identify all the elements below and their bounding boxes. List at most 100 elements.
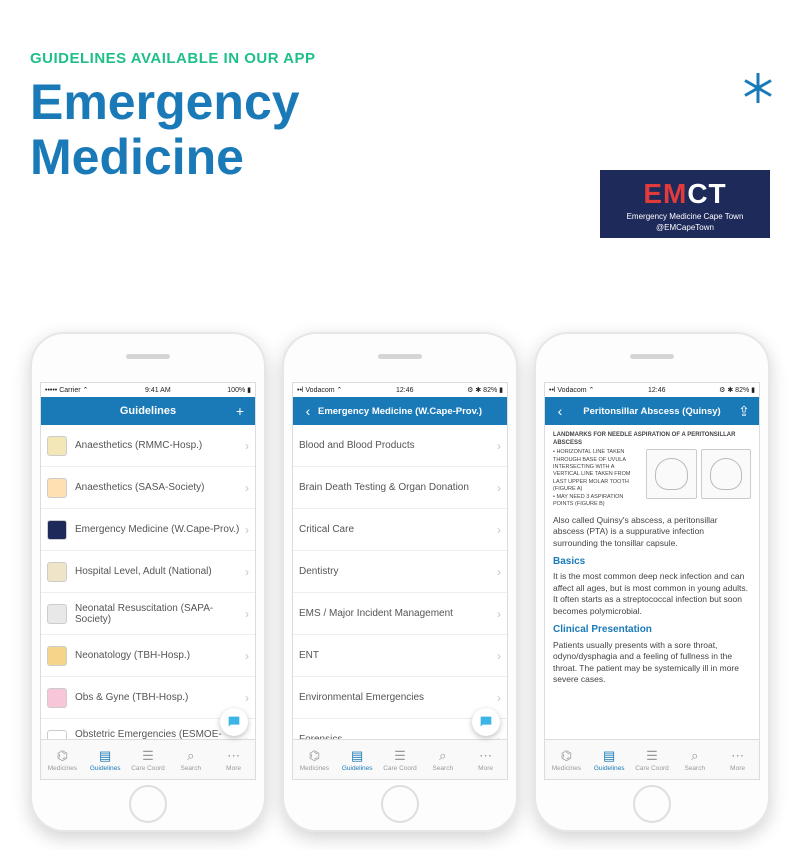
chevron-right-icon: ›	[245, 649, 249, 663]
tab[interactable]: ☰ Care Coord	[631, 748, 674, 772]
list-item-icon	[47, 730, 67, 740]
heading-basics: Basics	[553, 555, 751, 569]
navbar: ‹ Emergency Medicine (W.Cape-Prov.)	[293, 397, 507, 425]
nav-add-button[interactable]: +	[231, 403, 249, 419]
nav-title: Guidelines	[65, 405, 231, 417]
list-item[interactable]: Critical Care ›	[293, 509, 507, 551]
phone-3: ••l Vodacom ⌃ 12:46 ⚙ ✱ 82% ▮ ‹ Peritons…	[534, 332, 770, 832]
list-item-label: Obs & Gyne (TBH-Hosp.)	[75, 692, 245, 703]
tab-icon: ☰	[379, 748, 422, 764]
diagram-caption: LANDMARKS FOR NEEDLE ASPIRATION OF A PER…	[553, 431, 751, 447]
diagram-figures	[646, 449, 751, 504]
screen-3: ••l Vodacom ⌃ 12:46 ⚙ ✱ 82% ▮ ‹ Peritons…	[544, 382, 760, 780]
list-item[interactable]: Hospital Level, Adult (National) ›	[41, 551, 255, 593]
tab[interactable]: ⌬ Medicines	[293, 748, 336, 772]
list-item[interactable]: Dentistry ›	[293, 551, 507, 593]
tab[interactable]: ⌬ Medicines	[545, 748, 588, 772]
tab-label: Care Coord	[383, 765, 417, 772]
chevron-right-icon: ›	[245, 691, 249, 705]
tab[interactable]: ⋯ More	[212, 748, 255, 772]
page-title: Emergency Medicine	[30, 75, 800, 185]
list-item[interactable]: EMS / Major Incident Management ›	[293, 593, 507, 635]
list-item-icon	[47, 562, 67, 582]
tab-label: Search	[180, 765, 201, 772]
tab-icon: ☰	[631, 748, 674, 764]
list-item-label: ENT	[299, 650, 497, 661]
tab-icon: ▤	[588, 748, 631, 764]
tab[interactable]: ⌕ Search	[421, 748, 464, 772]
status-right: ⚙ ✱ 82% ▮	[719, 386, 755, 394]
category-list: Blood and Blood Products › Brain Death T…	[293, 425, 507, 739]
medical-star-icon	[740, 70, 776, 111]
tab[interactable]: ⌬ Medicines	[41, 748, 84, 772]
tab-label: Medicines	[48, 765, 77, 772]
list-item-label: Dentistry	[299, 566, 497, 577]
chat-bubble-button[interactable]	[220, 708, 248, 736]
phone-row: ••••• Carrier ⌃ 9:41 AM 100% ▮ Guideline…	[30, 332, 770, 832]
chevron-right-icon: ›	[497, 607, 501, 621]
tab-icon: ⌬	[41, 748, 84, 764]
badge-em: EM	[643, 178, 687, 209]
list-item-label: Obstetric Emergencies (ESMOE-Society)	[75, 729, 245, 740]
status-left: ••l Vodacom ⌃	[297, 386, 342, 394]
figure-b	[701, 449, 751, 499]
list-item[interactable]: Blood and Blood Products ›	[293, 425, 507, 467]
title-line-2: Medicine	[30, 129, 244, 185]
share-icon[interactable]: ⇪	[735, 403, 753, 420]
tab-label: Medicines	[552, 765, 581, 772]
tab-label: Care Coord	[635, 765, 669, 772]
tab[interactable]: ⌕ Search	[673, 748, 716, 772]
chat-bubble-button[interactable]	[472, 708, 500, 736]
tab-label: More	[478, 765, 493, 772]
tab-icon: ▤	[336, 748, 379, 764]
status-bar: ••l Vodacom ⌃ 12:46 ⚙ ✱ 82% ▮	[293, 383, 507, 397]
list-item-icon	[47, 688, 67, 708]
list-item-icon	[47, 436, 67, 456]
tab[interactable]: ☰ Care Coord	[379, 748, 422, 772]
tab-label: Guidelines	[90, 765, 121, 772]
tab[interactable]: ⌕ Search	[169, 748, 212, 772]
badge-line2: @EMCapeTown	[610, 223, 760, 232]
list-item[interactable]: ENT ›	[293, 635, 507, 677]
nav-title: Peritonsillar Abscess (Quinsy)	[569, 406, 735, 417]
para-basics: It is the most common deep neck infectio…	[553, 571, 751, 617]
tab-icon: ⌕	[169, 748, 212, 764]
chevron-right-icon: ›	[497, 523, 501, 537]
tab[interactable]: ⋯ More	[716, 748, 759, 772]
tab[interactable]: ▤ Guidelines	[336, 748, 379, 772]
status-bar: ••l Vodacom ⌃ 12:46 ⚙ ✱ 82% ▮	[545, 383, 759, 397]
heading-clinical: Clinical Presentation	[553, 623, 751, 637]
tab-icon: ▤	[84, 748, 127, 764]
list-item[interactable]: Neonatal Resuscitation (SAPA-Society) ›	[41, 593, 255, 635]
tab[interactable]: ▤ Guidelines	[588, 748, 631, 772]
tab[interactable]: ☰ Care Coord	[127, 748, 170, 772]
list-item[interactable]: Brain Death Testing & Organ Donation ›	[293, 467, 507, 509]
list-item-label: Blood and Blood Products	[299, 440, 497, 451]
tab-icon: ⌬	[293, 748, 336, 764]
status-time: 12:46	[396, 387, 414, 394]
list-item-label: Hospital Level, Adult (National)	[75, 566, 245, 577]
tab[interactable]: ▤ Guidelines	[84, 748, 127, 772]
tab-label: More	[226, 765, 241, 772]
tab[interactable]: ⋯ More	[464, 748, 507, 772]
article-intro: Also called Quinsy's abscess, a peritons…	[553, 515, 751, 549]
tabbar: ⌬ Medicines ▤ Guidelines ☰ Care Coord ⌕ …	[545, 739, 759, 779]
list-item[interactable]: Anaesthetics (SASA-Society) ›	[41, 467, 255, 509]
navbar: ‹ Peritonsillar Abscess (Quinsy) ⇪	[545, 397, 759, 425]
phone-1: ••••• Carrier ⌃ 9:41 AM 100% ▮ Guideline…	[30, 332, 266, 832]
list-item-label: Environmental Emergencies	[299, 692, 497, 703]
nav-back[interactable]: ‹	[551, 403, 569, 419]
list-item[interactable]: Anaesthetics (RMMC-Hosp.) ›	[41, 425, 255, 467]
list-item-label: Anaesthetics (RMMC-Hosp.)	[75, 440, 245, 451]
list-item-icon	[47, 478, 67, 498]
tab-icon: ⌕	[421, 748, 464, 764]
list-item[interactable]: Neonatology (TBH-Hosp.) ›	[41, 635, 255, 677]
tab-label: Guidelines	[342, 765, 373, 772]
list-item[interactable]: Emergency Medicine (W.Cape-Prov.) ›	[41, 509, 255, 551]
tab-label: Search	[684, 765, 705, 772]
chevron-right-icon: ›	[497, 481, 501, 495]
list-item-icon	[47, 604, 67, 624]
nav-back[interactable]: ‹	[299, 403, 317, 419]
tab-icon: ⋯	[716, 748, 759, 764]
list-item-icon	[47, 520, 67, 540]
